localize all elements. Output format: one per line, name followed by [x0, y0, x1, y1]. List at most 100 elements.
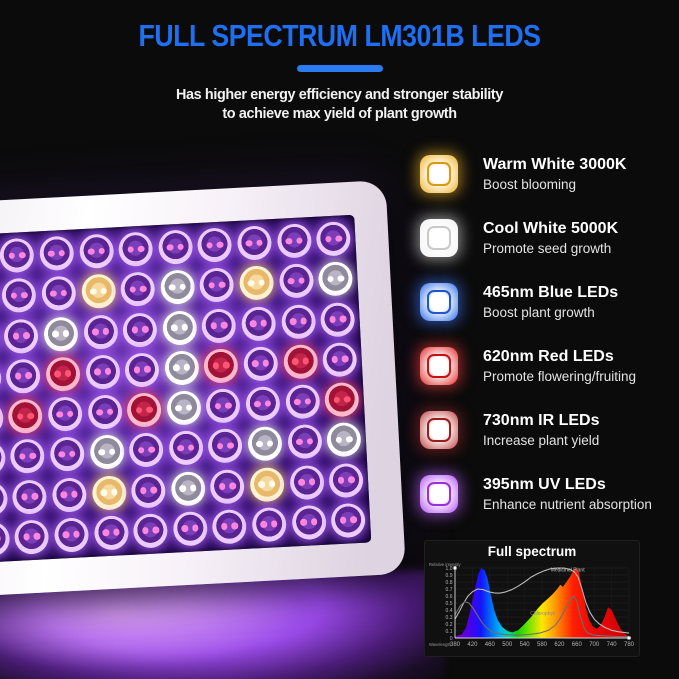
- purple-led: [86, 394, 123, 431]
- purple-led: [38, 235, 75, 272]
- purple-led: [47, 396, 84, 433]
- svg-text:0.2: 0.2: [446, 622, 453, 628]
- purple-led: [0, 400, 4, 437]
- svg-text:780: 780: [624, 642, 635, 648]
- subtitle-line1: Has higher energy efficiency and stronge…: [176, 85, 503, 103]
- subtitle: Has higher energy efficiency and stronge…: [14, 85, 666, 123]
- svg-text:0.6: 0.6: [446, 594, 453, 600]
- chart-title: Full spectrum: [487, 544, 577, 559]
- white-led: [247, 426, 283, 462]
- red-led: [282, 343, 319, 380]
- svg-text:0.5: 0.5: [446, 601, 453, 607]
- feature-title: 620nm Red LEDs: [483, 348, 614, 365]
- svg-text:580: 580: [537, 642, 548, 648]
- feature-text: 730nm IR LEDs Increase plant yield: [483, 411, 599, 448]
- svg-text:420: 420: [467, 642, 478, 648]
- purple-led: [288, 464, 325, 501]
- purple-led: [328, 462, 365, 499]
- svg-text:380: 380: [450, 642, 461, 648]
- feature-desc: Promote seed growth: [483, 241, 612, 257]
- warm-white-led: [238, 265, 275, 302]
- purple-led: [82, 313, 119, 350]
- purple-led: [120, 271, 156, 308]
- svg-text:0.4: 0.4: [446, 608, 453, 614]
- svg-text:0.8: 0.8: [446, 580, 453, 586]
- red-led: [45, 356, 81, 392]
- purple-led: [0, 360, 2, 397]
- feature-title: 730nm IR LEDs: [483, 412, 600, 429]
- feature-text: 395nm UV LEDs Enhance nutrient absorptio…: [483, 475, 652, 512]
- purple-led: [172, 510, 208, 547]
- purple-led: [0, 521, 11, 557]
- warm-white-led-icon: [420, 155, 458, 193]
- subtitle-line2: to achieve max yield of plant growth: [222, 104, 457, 122]
- feature-uv: 395nm UV LEDs Enhance nutrient absorptio…: [420, 475, 679, 515]
- purple-led: [1, 277, 38, 314]
- feature-title: 465nm Blue LEDs: [483, 284, 619, 301]
- white-led: [163, 350, 200, 386]
- feature-desc: Boost plant growth: [483, 305, 595, 321]
- purple-led: [122, 311, 158, 348]
- svg-text:Relative intensity: Relative intensity: [429, 562, 462, 567]
- purple-led: [319, 301, 356, 338]
- svg-text:740: 740: [607, 642, 618, 648]
- svg-text:0.9: 0.9: [446, 573, 453, 579]
- purple-led: [53, 516, 90, 553]
- purple-led: [278, 263, 315, 300]
- purple-led: [0, 237, 36, 274]
- white-led: [88, 434, 125, 471]
- cool-white-led-icon: [420, 219, 458, 257]
- svg-text:660: 660: [572, 642, 583, 648]
- spectrum-plot: 00.10.20.30.40.50.60.70.80.91.0 380 420 460…: [429, 562, 635, 648]
- warm-white-led: [80, 273, 117, 310]
- svg-text:0.1: 0.1: [446, 629, 453, 635]
- white-led: [43, 316, 79, 352]
- feature-title: Cool White 5000K: [483, 220, 619, 237]
- purple-led: [93, 514, 129, 551]
- white-led: [165, 390, 202, 426]
- svg-text:Medicinal Plant: Medicinal Plant: [551, 568, 586, 574]
- feature-desc: Increase plant yield: [483, 433, 600, 449]
- purple-led: [276, 223, 312, 259]
- feature-text: Cool White 5000K Promote seed growth: [483, 219, 618, 256]
- white-led: [317, 261, 354, 298]
- svg-text:1.0: 1.0: [446, 566, 453, 572]
- warm-white-led: [91, 474, 127, 511]
- purple-led: [130, 472, 167, 509]
- feature-text: 465nm Blue LEDs Boost plant growth: [483, 283, 618, 320]
- feature-desc: Promote flowering/fruiting: [483, 369, 637, 385]
- chlorophyll-curve: [454, 595, 629, 638]
- purple-led: [201, 307, 238, 344]
- svg-text:0.3: 0.3: [446, 615, 453, 621]
- feature-text: 620nm Red LEDs Promote flowering/fruitin…: [483, 347, 636, 384]
- svg-text:500: 500: [502, 642, 513, 648]
- purple-led: [0, 440, 7, 477]
- spectrum-chart-inset: Full spectrum 0 0.1 0.2 0.3 0.4 0.5 0.6 0.7 0.8 0…: [424, 540, 640, 657]
- purple-led: [236, 225, 273, 262]
- led-board: [0, 214, 372, 564]
- purple-led: [207, 428, 244, 465]
- purple-led: [205, 388, 242, 424]
- feature-title: 395nm UV LEDs: [483, 476, 606, 493]
- title-underline-bar: [296, 64, 383, 72]
- purple-led: [40, 275, 77, 312]
- purple-led: [245, 386, 281, 422]
- white-led: [159, 269, 196, 306]
- white-led: [161, 309, 198, 346]
- purple-led: [117, 231, 154, 268]
- grow-light-panel-photo: [0, 180, 406, 598]
- purple-led: [9, 438, 46, 475]
- uv-led-icon: [420, 475, 458, 513]
- purple-led: [132, 512, 169, 549]
- blue-led-icon: [420, 283, 458, 321]
- led-feature-list: Warm White 3000K Boost blooming Cool Whi…: [420, 155, 679, 539]
- red-led: [324, 381, 360, 418]
- feature-title: Warm White 3000K: [483, 156, 627, 173]
- purple-led: [14, 519, 50, 555]
- purple-led: [211, 508, 248, 545]
- feature-cool-white: Cool White 5000K Promote seed growth: [420, 219, 679, 259]
- medicinal-plant-curve: [454, 567, 630, 634]
- purple-led: [209, 468, 246, 505]
- feature-ir: 730nm IR LEDs Increase plant yield: [420, 411, 679, 451]
